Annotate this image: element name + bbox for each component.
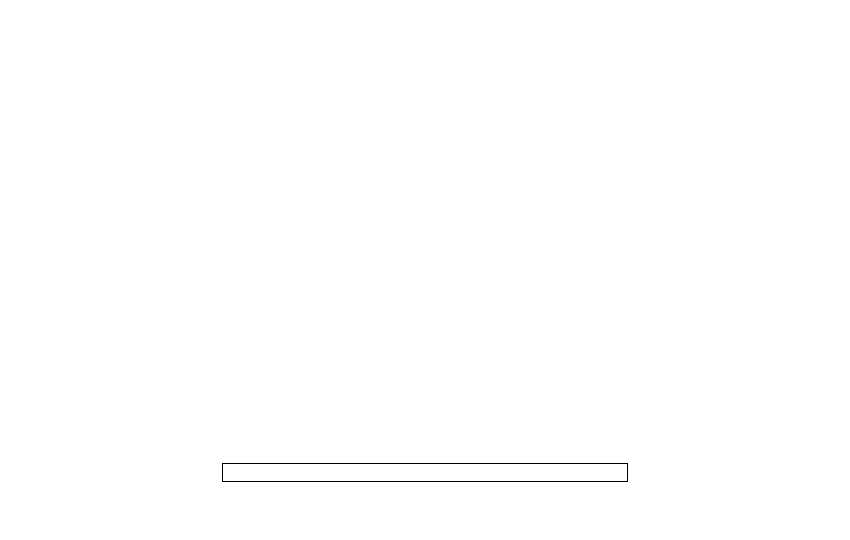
colorbar-gradient	[222, 463, 628, 482]
